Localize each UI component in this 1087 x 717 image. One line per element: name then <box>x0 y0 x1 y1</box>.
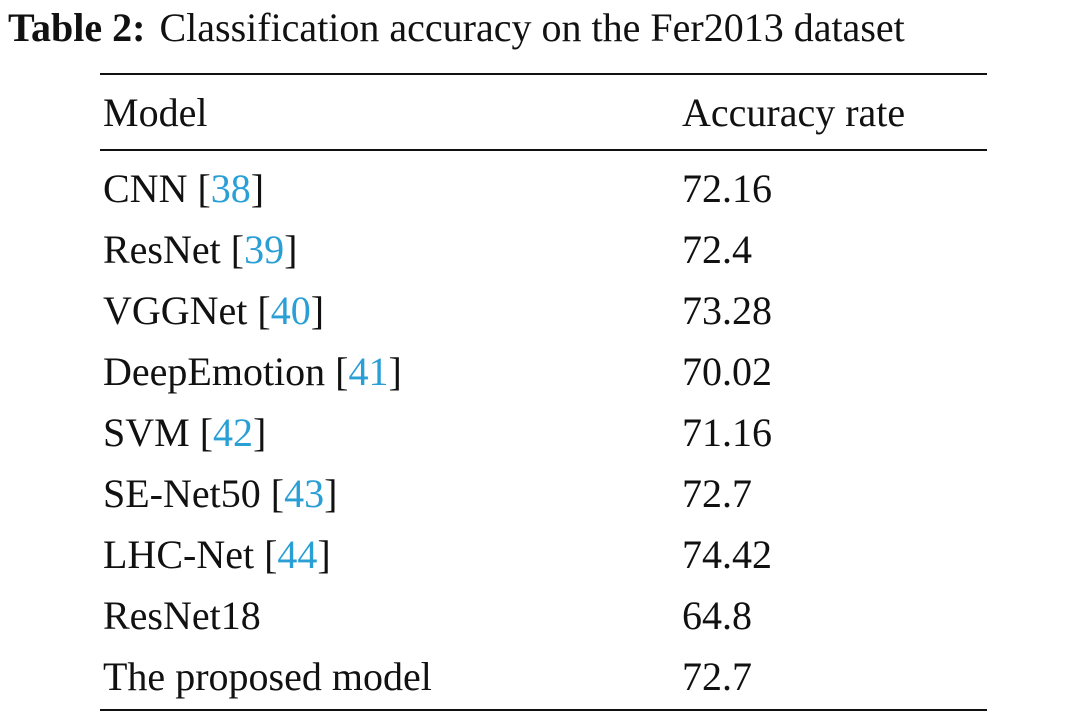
model-name: The proposed model <box>103 654 432 699</box>
model-name: LHC-Net <box>103 532 255 577</box>
citation-link[interactable]: 44 <box>277 532 318 577</box>
model-name: ResNet18 <box>103 593 261 638</box>
model-cell: ResNet [39] <box>103 227 298 272</box>
table-caption-text: Classification accuracy on the Fer2013 d… <box>159 5 905 50</box>
model-name: VGGNet <box>103 288 248 333</box>
accuracy-cell: 70.02 <box>682 349 772 394</box>
table-row: ResNet18 64.8 <box>103 585 987 646</box>
table-row: VGGNet [40] 73.28 <box>103 280 987 341</box>
model-cell: CNN [38] <box>103 166 265 211</box>
model-cell: VGGNet [40] <box>103 288 325 333</box>
table-header-rule <box>100 149 987 151</box>
table-row: DeepEmotion [41] 70.02 <box>103 341 987 402</box>
citation-link[interactable]: 38 <box>210 166 251 211</box>
table-caption: Table 2: Classification accuracy on the F… <box>8 4 1087 52</box>
table-row: SVM [42] 71.16 <box>103 402 987 463</box>
table-label: Table 2: <box>8 5 146 50</box>
column-header-model: Model <box>103 90 208 135</box>
table-top-rule <box>100 73 987 75</box>
model-cell: The proposed model <box>103 646 432 707</box>
accuracy-cell: 72.7 <box>682 471 752 516</box>
citation-link[interactable]: 41 <box>348 349 389 394</box>
model-name: SVM <box>103 410 190 455</box>
model-name: ResNet <box>103 227 221 272</box>
citation-link[interactable]: 42 <box>213 410 254 455</box>
accuracy-cell: 72.4 <box>682 227 752 272</box>
citation-link[interactable]: 39 <box>244 227 285 272</box>
accuracy-cell: 64.8 <box>682 593 752 638</box>
accuracy-cell: 72.7 <box>682 654 752 699</box>
table-header-row: Model Accuracy rate <box>103 82 987 143</box>
column-header-accuracy: Accuracy rate <box>682 90 906 135</box>
accuracy-cell: 72.16 <box>682 166 772 211</box>
accuracy-cell: 73.28 <box>682 288 772 333</box>
model-cell: SE-Net50 [43] <box>103 471 338 516</box>
model-cell: LHC-Net [44] <box>103 532 331 577</box>
accuracy-cell: 74.42 <box>682 532 772 577</box>
model-cell: SVM [42] <box>103 410 267 455</box>
model-name: SE-Net50 <box>103 471 261 516</box>
table-row: LHC-Net [44] 74.42 <box>103 524 987 585</box>
accuracy-cell: 71.16 <box>682 410 772 455</box>
citation-link[interactable]: 43 <box>284 471 325 516</box>
model-cell: ResNet18 <box>103 585 261 646</box>
model-name: CNN <box>103 166 188 211</box>
citation-link[interactable]: 40 <box>270 288 311 333</box>
table-row: ResNet [39] 72.4 <box>103 219 987 280</box>
table-bottom-rule <box>100 709 987 711</box>
table-row: The proposed model 72.7 <box>103 646 987 707</box>
table-row: SE-Net50 [43] 72.7 <box>103 463 987 524</box>
model-name: DeepEmotion <box>103 349 326 394</box>
table-row: CNN [38] 72.16 <box>103 158 987 219</box>
model-cell: DeepEmotion [41] <box>103 349 402 394</box>
